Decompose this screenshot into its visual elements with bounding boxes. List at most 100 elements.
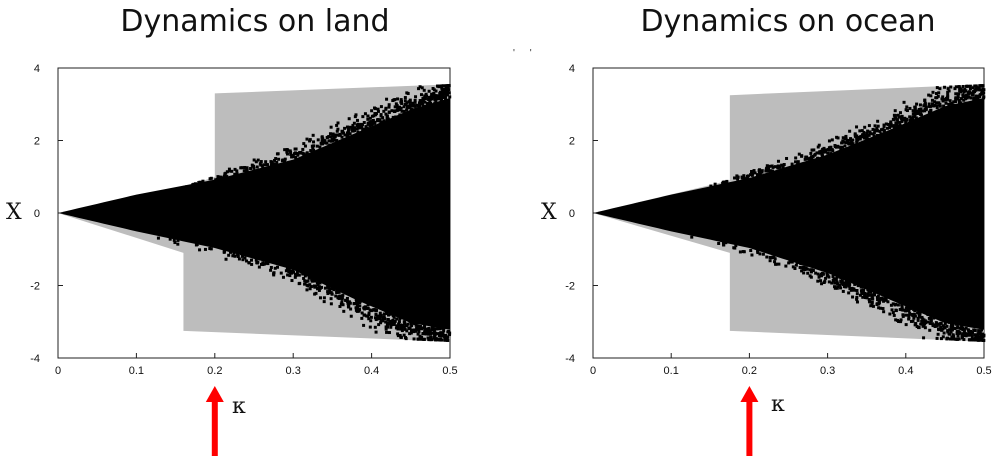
data-point-ocean bbox=[956, 95, 960, 99]
data-point-ocean bbox=[971, 92, 975, 96]
data-point-land bbox=[437, 94, 441, 98]
data-point-ocean bbox=[872, 291, 876, 295]
data-point-land bbox=[373, 112, 377, 116]
data-point-ocean bbox=[835, 286, 839, 290]
data-point-ocean bbox=[948, 328, 952, 332]
data-point-land bbox=[215, 177, 219, 181]
data-point-land bbox=[388, 319, 392, 323]
data-point-ocean bbox=[939, 325, 943, 329]
data-point-ocean bbox=[850, 286, 854, 290]
data-point-ocean bbox=[872, 134, 876, 138]
data-point-ocean bbox=[867, 298, 871, 302]
data-point-land bbox=[399, 106, 403, 110]
data-point-ocean bbox=[942, 331, 946, 335]
data-point-land bbox=[322, 296, 326, 300]
data-point-land bbox=[242, 169, 246, 173]
data-point-land bbox=[413, 100, 417, 104]
data-point-ocean bbox=[801, 266, 805, 270]
data-point-ocean bbox=[878, 129, 882, 133]
data-point-ocean bbox=[777, 262, 781, 266]
data-point-land bbox=[254, 258, 258, 262]
data-point-land bbox=[404, 324, 408, 328]
data-point-land bbox=[310, 278, 314, 282]
data-point-land bbox=[366, 303, 370, 307]
data-point-land bbox=[285, 266, 289, 270]
data-point-ocean bbox=[808, 268, 812, 272]
data-point-ocean bbox=[913, 110, 917, 114]
red-arrow-head-ocean bbox=[740, 386, 759, 402]
data-point-ocean bbox=[904, 306, 908, 310]
data-point-land bbox=[209, 176, 213, 180]
data-point-ocean bbox=[964, 326, 968, 330]
data-point-ocean bbox=[927, 102, 931, 106]
data-point-land bbox=[437, 85, 441, 89]
data-point-land bbox=[176, 242, 180, 246]
data-point-land bbox=[414, 323, 418, 327]
data-point-ocean bbox=[803, 157, 807, 161]
data-point-ocean bbox=[970, 338, 974, 342]
data-point-land bbox=[442, 326, 446, 330]
data-point-ocean bbox=[924, 105, 928, 109]
data-point-land bbox=[403, 327, 407, 331]
data-point-ocean bbox=[966, 84, 970, 88]
data-point-ocean bbox=[889, 303, 893, 307]
data-point-ocean bbox=[892, 313, 896, 317]
data-point-land bbox=[197, 181, 201, 185]
data-point-ocean bbox=[972, 90, 976, 94]
data-point-land bbox=[341, 131, 345, 135]
data-point-ocean bbox=[970, 335, 974, 339]
data-point-land bbox=[372, 308, 376, 312]
data-point-ocean bbox=[876, 129, 880, 133]
data-point-ocean bbox=[724, 241, 728, 245]
data-point-ocean bbox=[823, 279, 827, 283]
data-point-land bbox=[274, 162, 278, 166]
data-point-land bbox=[398, 317, 402, 321]
data-point-ocean bbox=[941, 95, 945, 99]
data-point-ocean bbox=[972, 338, 976, 342]
data-point-ocean bbox=[961, 93, 965, 97]
data-point-ocean bbox=[833, 145, 837, 149]
data-point-land bbox=[356, 126, 360, 130]
data-point-land bbox=[392, 98, 396, 102]
data-point-land bbox=[305, 288, 309, 292]
data-point-ocean bbox=[829, 145, 833, 149]
data-point-land bbox=[368, 325, 372, 329]
data-point-ocean bbox=[866, 129, 870, 133]
data-point-land bbox=[420, 335, 424, 339]
data-point-ocean bbox=[809, 151, 813, 155]
data-point-ocean bbox=[848, 287, 852, 291]
data-point-land bbox=[283, 157, 287, 161]
data-point-ocean bbox=[979, 84, 983, 88]
data-point-ocean bbox=[974, 87, 978, 91]
data-point-land bbox=[352, 302, 356, 306]
data-point-land bbox=[378, 311, 382, 315]
x-tick-label-ocean: 0.3 bbox=[820, 365, 835, 377]
data-point-ocean bbox=[798, 265, 802, 269]
data-point-ocean bbox=[912, 307, 916, 311]
data-point-land bbox=[235, 169, 239, 173]
data-point-land bbox=[351, 123, 355, 127]
data-point-land bbox=[322, 300, 326, 304]
data-point-land bbox=[347, 117, 351, 121]
data-point-land bbox=[366, 117, 370, 121]
data-point-ocean bbox=[827, 275, 831, 279]
data-point-land bbox=[403, 336, 407, 340]
data-point-ocean bbox=[982, 96, 986, 100]
data-point-ocean bbox=[855, 139, 859, 143]
data-point-land bbox=[327, 289, 331, 293]
data-point-land bbox=[203, 247, 207, 251]
data-point-ocean bbox=[845, 278, 849, 282]
data-point-ocean bbox=[765, 164, 769, 168]
data-point-land bbox=[398, 333, 402, 337]
data-point-land bbox=[224, 257, 228, 261]
data-point-ocean bbox=[840, 145, 844, 149]
data-point-ocean bbox=[863, 293, 867, 297]
data-point-land bbox=[438, 90, 442, 94]
data-point-land bbox=[340, 135, 344, 139]
data-point-land bbox=[395, 317, 399, 321]
data-point-land bbox=[289, 152, 293, 156]
data-point-ocean bbox=[839, 276, 843, 280]
data-point-ocean bbox=[800, 269, 804, 273]
data-point-ocean bbox=[824, 276, 828, 280]
data-point-land bbox=[415, 326, 419, 330]
